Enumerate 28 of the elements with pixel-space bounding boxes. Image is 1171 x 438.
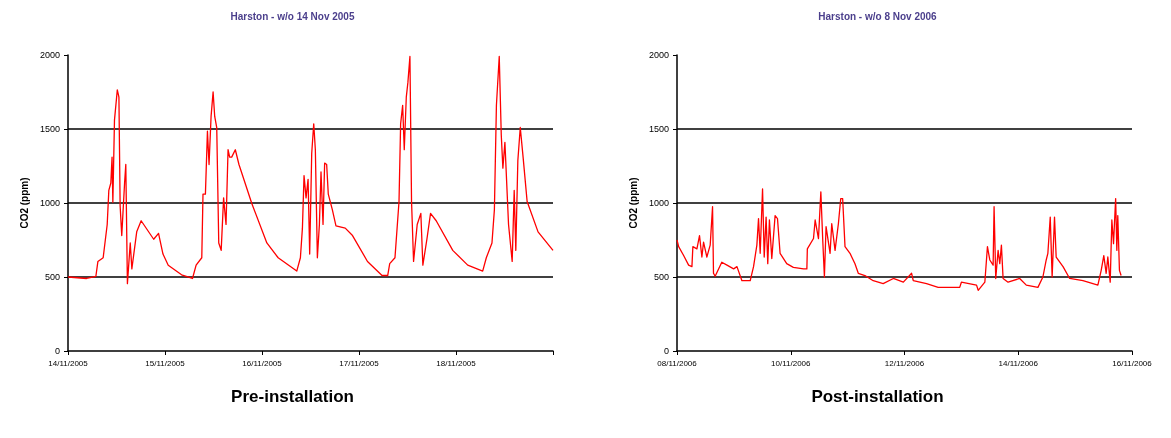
y-tick-label: 1000 — [39, 198, 60, 208]
x-tick-label: 08/11/2006 — [657, 358, 698, 368]
y-tick-label: 0 — [663, 346, 669, 356]
x-tick-label: 18/11/2005 — [436, 358, 477, 368]
y-axis-title: CO2 (ppm) — [627, 177, 639, 229]
text: Post-installation — [811, 387, 944, 406]
y-tick-label: 2000 — [39, 50, 60, 60]
y-tick-label: 0 — [54, 346, 60, 356]
y-tick-label: 500 — [653, 272, 669, 282]
x-tick-label: 17/11/2005 — [339, 358, 380, 368]
y-tick-label: 1500 — [39, 124, 60, 134]
x-tick-label: 14/11/2006 — [998, 358, 1039, 368]
x-tick-label: 14/11/2005 — [48, 358, 89, 368]
chart-title: Harston - w/o 14 Nov 2005 — [230, 10, 355, 22]
x-tick-label: 16/11/2005 — [242, 358, 283, 368]
chart-title: Harston - w/o 8 Nov 2006 — [818, 10, 938, 22]
y-axis-title: CO2 (ppm) — [18, 177, 30, 229]
y-tick-label: 2000 — [648, 50, 669, 60]
y-tick-label: 500 — [44, 272, 60, 282]
x-tick-label: 15/11/2005 — [145, 358, 186, 368]
x-tick-label: 12/11/2006 — [884, 358, 925, 368]
x-tick-label: 10/11/2006 — [771, 358, 812, 368]
y-tick-label: 1500 — [648, 124, 669, 134]
text: Pre-installation — [231, 387, 354, 406]
line-series — [676, 188, 1122, 291]
x-tick-label: 16/11/2006 — [1112, 358, 1153, 368]
y-tick-label: 1000 — [648, 198, 669, 208]
line-series — [67, 55, 554, 285]
